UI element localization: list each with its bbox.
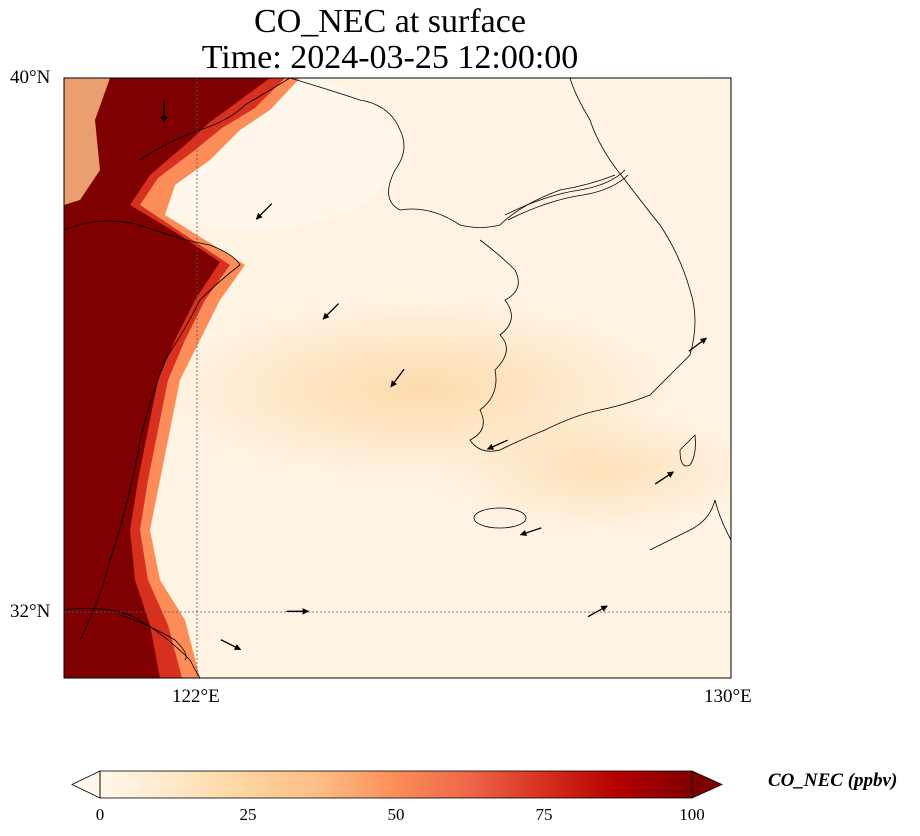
colorbar-extend-min	[71, 770, 101, 799]
colorbar-extend-max	[691, 770, 723, 799]
coast-kyushu	[649, 499, 731, 551]
colorbar-tick-50: 50	[387, 805, 405, 824]
coast-liaodong-south	[139, 78, 291, 161]
figure-title-line2: Time: 2024-03-25 12:00:00	[201, 39, 579, 76]
coast-yangtze-island	[119, 614, 187, 661]
wind-vector-2	[322, 303, 340, 320]
border-line-1	[504, 169, 626, 216]
colorbar-tick-25: 25	[239, 805, 257, 824]
colorbar-gradient	[100, 771, 692, 798]
coast-shandong-jiangsu	[64, 220, 241, 641]
colorbar-tick-100: 100	[679, 805, 705, 824]
field-band-south-korea	[440, 410, 731, 530]
wind-vector-6	[587, 605, 608, 618]
wind-vector-4	[486, 439, 508, 450]
wind-vector-8	[220, 639, 242, 651]
colorbar-frame	[99, 770, 693, 799]
lon-label-130E: 130°E	[704, 686, 752, 707]
coast-korea-north	[289, 78, 616, 228]
coast-yangtze	[64, 607, 201, 678]
wind-vector-3	[390, 368, 405, 388]
coast-jeju	[473, 507, 527, 529]
field-patch-northwest	[64, 78, 110, 205]
wind-vector-9	[688, 337, 707, 352]
colorbar-label: CO_NEC (ppbv)	[768, 770, 898, 791]
field-high-core	[64, 78, 270, 678]
lat-label-40N: 40°N	[10, 67, 51, 88]
colorbar-tick-75: 75	[535, 805, 553, 824]
lat-label-32N: 32°N	[10, 601, 51, 622]
coast-tsushima	[679, 434, 696, 467]
wind-vector-1	[255, 203, 273, 220]
colorbar-tick-0: 0	[95, 805, 105, 824]
map-frame	[63, 77, 732, 679]
gridlines	[64, 78, 731, 678]
wind-vector-5	[519, 527, 542, 537]
coast-korea-peninsula	[469, 78, 696, 452]
colorbar	[71, 770, 723, 799]
concentration-field	[64, 78, 731, 678]
wind-vectors	[160, 100, 707, 651]
coastlines	[64, 78, 731, 678]
wind-vector-10	[654, 471, 674, 485]
figure-title-line1: CO_NEC at surface	[254, 3, 526, 40]
lon-label-122E: 122°E	[172, 686, 220, 707]
border-line-2	[507, 174, 629, 221]
